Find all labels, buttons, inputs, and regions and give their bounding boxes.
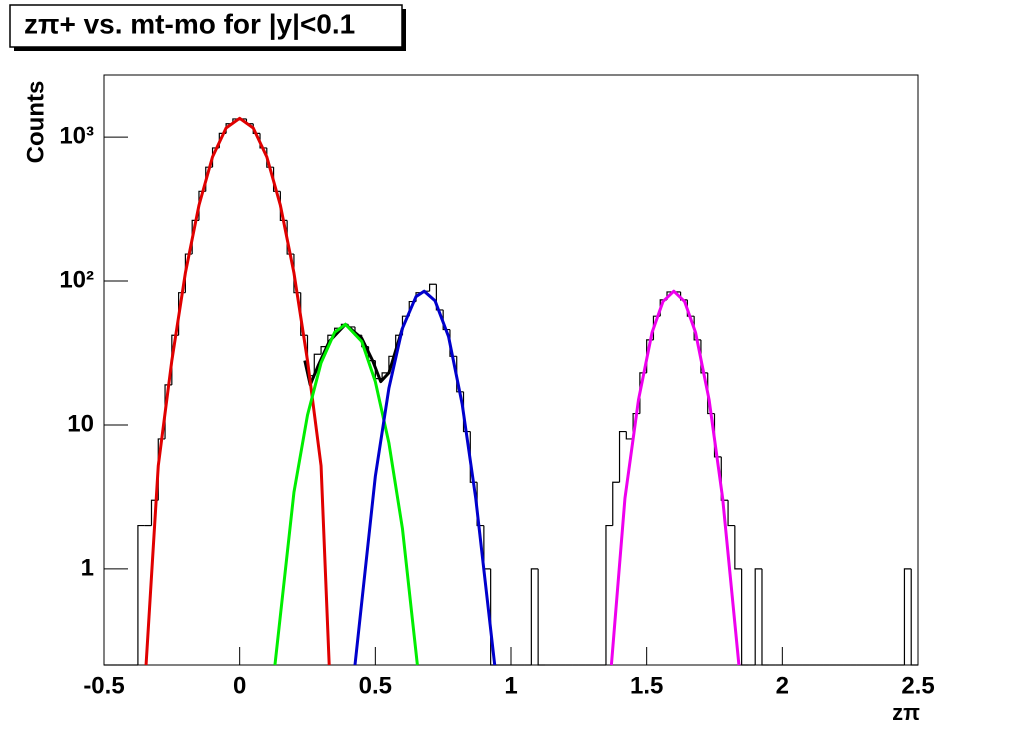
x-tick-label: 0.5 <box>359 672 392 699</box>
histogram-bin <box>754 568 762 665</box>
histogram-bin <box>625 431 634 440</box>
chart-title: zπ+ vs. mt-mo for |y|<0.1 <box>24 8 355 39</box>
histogram-bin <box>741 568 749 666</box>
histogram-bin <box>456 356 464 393</box>
histogram-bin <box>713 413 722 458</box>
fit-curve <box>609 289 741 666</box>
histogram-bin <box>530 568 539 665</box>
histogram-bin <box>612 481 620 526</box>
x-tick-label: 2.5 <box>901 672 934 699</box>
y-tick-label: 10 <box>67 410 94 437</box>
fit-curve <box>273 322 419 666</box>
histogram-bin <box>700 339 708 374</box>
histogram-bin <box>605 524 613 665</box>
y-axis-label: Counts <box>22 81 49 164</box>
histogram-bin <box>761 568 769 666</box>
histogram-bin <box>300 292 308 336</box>
y-tick-label: 10³ <box>59 122 94 149</box>
y-tick-label: 1 <box>81 554 94 581</box>
fit-curve <box>144 116 331 666</box>
histogram-bin <box>490 568 498 666</box>
x-axis-label: zπ <box>892 700 920 725</box>
histogram-bin <box>381 372 389 379</box>
fit-curve <box>353 289 497 666</box>
histogram-bin <box>429 283 437 292</box>
x-tick-label: 1 <box>504 672 517 699</box>
histogram-bin <box>442 309 450 331</box>
histogram-bin <box>727 500 735 527</box>
y-tick-label: 10² <box>59 266 94 293</box>
histogram-bin <box>272 167 281 192</box>
x-tick-label: 1.5 <box>630 672 663 699</box>
histogram-bin <box>537 568 545 666</box>
x-tick-label: -0.5 <box>83 672 124 699</box>
histogram-bin <box>618 430 627 483</box>
histogram-bin <box>679 291 688 301</box>
histogram-bin <box>137 524 145 665</box>
histogram-bin <box>903 568 912 665</box>
histogram-bin <box>734 525 742 570</box>
histogram-bin <box>476 482 484 527</box>
histogram-bin <box>910 568 918 666</box>
histogram-bin <box>720 456 729 501</box>
histogram-bin <box>259 133 267 149</box>
x-tick-label: 0 <box>233 672 246 699</box>
x-tick-label: 2 <box>776 672 789 699</box>
title-box <box>9 4 403 48</box>
plot-frame <box>103 74 919 666</box>
histogram-bin <box>435 284 444 311</box>
histogram-bin <box>313 353 322 376</box>
